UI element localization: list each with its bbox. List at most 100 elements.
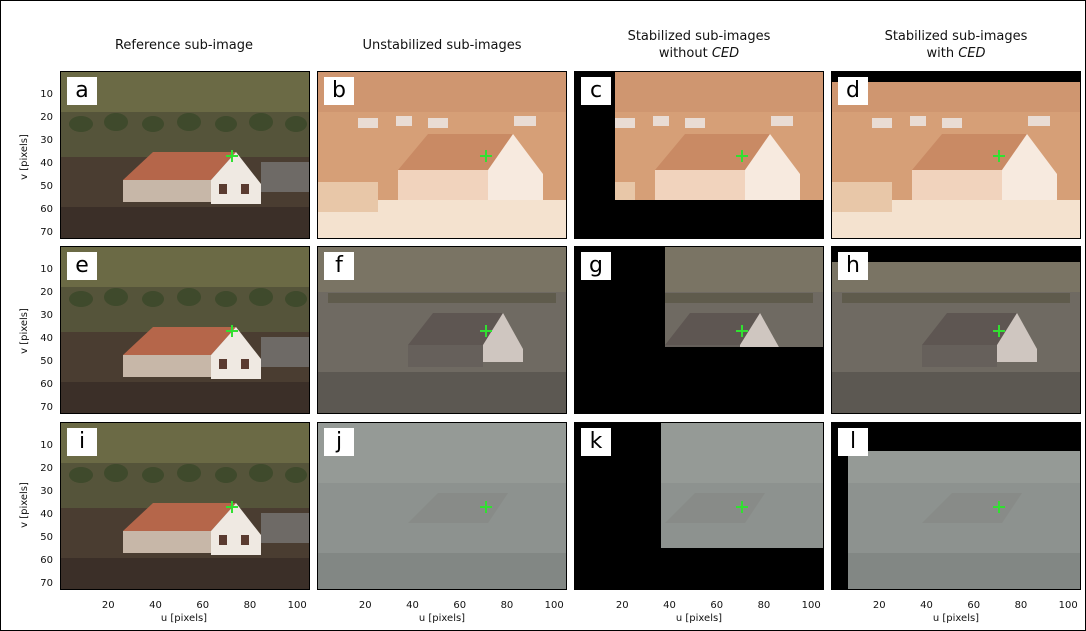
- sub-image-e: [61, 247, 309, 413]
- sub-image-h: [832, 247, 1080, 413]
- y-tick-label: 20: [40, 287, 53, 299]
- y-tick-label: 10: [40, 440, 53, 452]
- panel-letter: h: [838, 252, 868, 280]
- x-tick-label: 80: [1014, 600, 1028, 611]
- x-tick-label: 60: [710, 600, 724, 611]
- column-title-unstabilized: Unstabilized sub-images: [316, 37, 568, 54]
- y-axis-label: v [pixels]: [19, 308, 30, 354]
- column-title-line: without: [658, 46, 712, 61]
- sub-image-g: [575, 247, 823, 413]
- x-tick-label: 100: [544, 600, 564, 611]
- y-tick-label: 60: [40, 555, 53, 567]
- x-axis-label: u [pixels]: [160, 613, 208, 624]
- crosshair-marker: [993, 325, 1005, 337]
- column-title-emphasis: CED: [711, 46, 740, 61]
- x-axis-label: u [pixels]: [675, 613, 723, 624]
- panel-letter: k: [581, 428, 611, 456]
- x-tick-label: 80: [243, 600, 257, 611]
- crosshair-marker: [226, 325, 238, 337]
- crosshair-marker: [480, 150, 492, 162]
- sub-image-b: [318, 72, 566, 238]
- crosshair-marker: [736, 501, 748, 513]
- sub-image-c: [575, 72, 823, 238]
- x-tick-label: 80: [757, 600, 771, 611]
- column-title-stabilized-with-ced: Stabilized sub-images with CED: [830, 28, 1082, 62]
- column-title-emphasis: CED: [958, 46, 986, 61]
- y-tick-label: 40: [40, 333, 53, 345]
- y-tick-label: 20: [40, 463, 53, 475]
- image-panel-c: c: [574, 71, 824, 239]
- crosshair-marker: [480, 325, 492, 337]
- image-panel-d: d: [831, 71, 1081, 239]
- sub-image-f: [318, 247, 566, 413]
- y-tick-label: 60: [40, 379, 53, 391]
- panel-letter: c: [581, 77, 611, 105]
- y-tick-label: 30: [40, 135, 53, 147]
- sub-image-l: [832, 423, 1080, 589]
- column-title-line: with: [926, 46, 959, 61]
- y-tick-label: 10: [40, 264, 53, 276]
- x-tick-label: 40: [149, 600, 162, 611]
- image-panel-b: b: [317, 71, 567, 239]
- x-tick-label: 100: [801, 600, 821, 611]
- x-tick-label: 40: [663, 600, 676, 611]
- x-axis-label: u [pixels]: [418, 613, 466, 624]
- x-tick-label: 60: [967, 600, 981, 611]
- y-tick-label: 40: [40, 509, 53, 521]
- x-tick-label: 20: [358, 600, 372, 611]
- sub-image-k: [575, 423, 823, 589]
- column-title-reference: Reference sub-image: [58, 37, 310, 54]
- image-panel-i: i: [60, 422, 310, 590]
- image-panel-l: l: [831, 422, 1081, 590]
- sub-image-d: [832, 72, 1080, 238]
- column-title-line: Stabilized sub-images: [627, 29, 771, 44]
- image-panel-h: h: [831, 246, 1081, 414]
- x-tick-label: 40: [920, 600, 933, 611]
- x-tick-label: 20: [872, 600, 886, 611]
- crosshair-marker: [226, 501, 238, 513]
- image-panel-g: g: [574, 246, 824, 414]
- y-tick-label: 70: [40, 578, 53, 590]
- y-tick-label: 50: [40, 356, 53, 368]
- panel-letter: i: [67, 428, 97, 456]
- crosshair-marker: [480, 501, 492, 513]
- column-title-line: Unstabilized sub-images: [362, 38, 522, 53]
- x-tick-label: 20: [101, 600, 115, 611]
- y-tick-label: 60: [40, 204, 53, 216]
- column-title-stabilized-without-ced: Stabilized sub-images without CED: [573, 28, 825, 62]
- panel-letter: j: [324, 428, 354, 456]
- y-axis-label: v [pixels]: [19, 134, 30, 180]
- y-tick-label: 10: [40, 89, 53, 101]
- x-tick-label: 60: [453, 600, 467, 611]
- panel-letter: g: [581, 252, 611, 280]
- image-panel-f: f: [317, 246, 567, 414]
- y-tick-label: 70: [40, 227, 53, 239]
- x-tick-label: 80: [500, 600, 514, 611]
- column-title-line: Stabilized sub-images: [884, 29, 1028, 44]
- x-tick-label: 40: [406, 600, 419, 611]
- image-panel-j: j: [317, 422, 567, 590]
- y-tick-label: 70: [40, 402, 53, 414]
- crosshair-marker: [993, 150, 1005, 162]
- x-axis-label: u [pixels]: [932, 613, 980, 624]
- image-panel-k: k: [574, 422, 824, 590]
- sub-image-j: [318, 423, 566, 589]
- y-tick-label: 30: [40, 310, 53, 322]
- x-tick-label: 60: [196, 600, 210, 611]
- x-tick-label: 20: [615, 600, 629, 611]
- x-tick-label: 100: [1058, 600, 1078, 611]
- crosshair-marker: [736, 325, 748, 337]
- image-panel-e: e: [60, 246, 310, 414]
- panel-letter: b: [324, 77, 354, 105]
- column-title-line: Reference sub-image: [114, 38, 254, 53]
- sub-image-i: [61, 423, 309, 589]
- x-tick-label: 100: [287, 600, 307, 611]
- panel-letter: a: [67, 77, 97, 105]
- crosshair-marker: [736, 150, 748, 162]
- y-tick-label: 30: [40, 486, 53, 498]
- y-axis-label: v [pixels]: [19, 482, 30, 528]
- sub-image-a: [61, 72, 309, 238]
- panel-letter: l: [838, 428, 868, 456]
- y-tick-label: 20: [40, 112, 53, 124]
